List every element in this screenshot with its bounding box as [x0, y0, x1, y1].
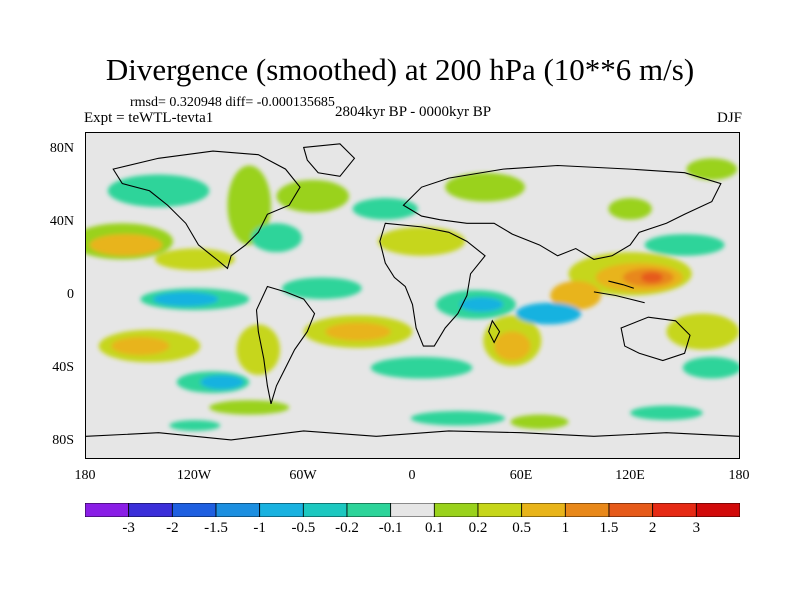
colorbar-box: [215, 503, 261, 517]
divergence-map: [85, 132, 740, 459]
colorbar-label: -1.5: [204, 520, 228, 536]
colorbar-label: -3: [122, 520, 135, 536]
lon-tick: 120W: [176, 468, 212, 483]
colorbar: [85, 503, 740, 517]
colorbar-label: 1.5: [599, 520, 619, 536]
colorbar-label: 1: [561, 520, 570, 536]
colorbar-label: 0.2: [468, 520, 488, 536]
lon-tick: 180: [74, 468, 96, 483]
colorbar-label: -2: [166, 520, 179, 536]
colorbar-label: 3: [692, 520, 701, 536]
divergence-field: [86, 158, 739, 431]
colorbar-box: [521, 503, 566, 517]
colorbar-box: [652, 503, 697, 517]
colorbar-box: [390, 503, 435, 517]
colorbar-label: 0.5: [512, 520, 532, 536]
colorbar-box: [608, 503, 654, 517]
colorbar-box: [695, 503, 740, 517]
colorbar-label: 0.1: [424, 520, 444, 536]
lat-tick: 40S: [52, 360, 74, 375]
colorbar-box: [85, 503, 130, 517]
lat-tick: 0: [67, 287, 74, 302]
lon-tick: 180: [728, 468, 750, 483]
lon-tick: 120E: [615, 468, 645, 483]
coastlines: [86, 143, 739, 441]
period-label: 2804kyr BP - 0000kyr BP: [334, 104, 492, 120]
colorbar-label: -0.2: [335, 520, 359, 536]
colorbar-label: -0.5: [291, 520, 316, 536]
colorbar-box: [128, 503, 173, 517]
lat-tick: 40N: [49, 214, 74, 229]
figure-title: Divergence (smoothed) at 200 hPa (10**6 …: [105, 52, 695, 87]
colorbar-box: [564, 503, 610, 517]
colorbar-box: [477, 503, 523, 517]
colorbar-box: [171, 503, 217, 517]
season-label: DJF: [716, 110, 742, 126]
colorbar-box: [346, 503, 392, 517]
colorbar-box: [433, 503, 479, 517]
lon-tick: 0: [408, 468, 416, 483]
colorbar-label: -0.1: [378, 520, 403, 536]
colorbar-box: [259, 503, 304, 517]
lat-tick: 80S: [52, 433, 74, 448]
experiment-label: Expt = teWTL-tevta1: [84, 110, 214, 126]
lon-tick: 60E: [509, 468, 533, 483]
colorbar-box: [302, 503, 348, 517]
lon-tick: 60W: [289, 468, 317, 483]
rmsd-diff-stats: rmsd= 0.320948 diff= -0.000135685: [130, 95, 335, 110]
colorbar-label: -1: [253, 520, 266, 536]
lat-tick: 80N: [49, 141, 74, 156]
colorbar-label: 2: [648, 520, 657, 536]
